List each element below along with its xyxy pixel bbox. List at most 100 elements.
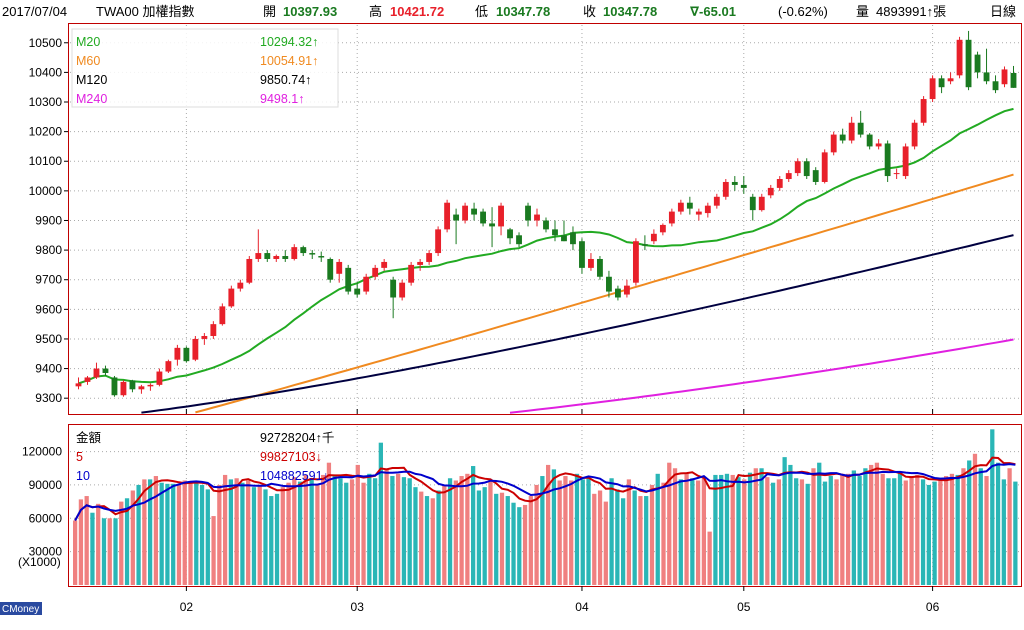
candle-body bbox=[120, 381, 127, 396]
candlestick bbox=[659, 223, 666, 236]
volume-axis: 30000 60000 90000 120000 bbox=[22, 445, 62, 559]
volume-bar bbox=[759, 468, 764, 585]
volume-bar bbox=[499, 492, 505, 585]
volume-bar bbox=[459, 476, 464, 585]
volume-bar bbox=[511, 502, 516, 585]
legend-m60-value: 10054.91↑ bbox=[260, 54, 318, 68]
candle-body bbox=[758, 196, 765, 211]
brand-badge: CMoney bbox=[0, 602, 42, 615]
legend-v5-value: 99827103↓ bbox=[260, 450, 322, 464]
volume-bar bbox=[332, 476, 337, 585]
price-tick-label: 9500 bbox=[35, 332, 62, 346]
candlestick bbox=[830, 131, 837, 156]
candle-body bbox=[695, 211, 702, 215]
ma120-line bbox=[141, 234, 1014, 414]
volume-bar bbox=[355, 464, 360, 585]
header-symbol: TWA00 加權指數 bbox=[96, 4, 194, 19]
candlesticks bbox=[75, 30, 1017, 397]
open-label: 開 bbox=[263, 4, 276, 19]
candlestick bbox=[650, 229, 657, 245]
candle-body bbox=[417, 261, 424, 265]
candle-body bbox=[228, 288, 235, 307]
volume-bar bbox=[609, 478, 614, 585]
candlestick bbox=[785, 170, 792, 182]
candle-body bbox=[992, 81, 999, 91]
volume-bar bbox=[424, 496, 430, 585]
volume-bar bbox=[315, 484, 320, 585]
candlestick bbox=[956, 36, 963, 79]
volume-bar bbox=[638, 496, 643, 585]
volume-bar bbox=[574, 473, 580, 585]
candle-body bbox=[201, 335, 208, 339]
volume-bar bbox=[678, 479, 683, 585]
volume-bar bbox=[228, 479, 234, 585]
candlestick bbox=[722, 179, 729, 200]
candlestick bbox=[776, 176, 783, 191]
candle-body bbox=[677, 202, 684, 212]
candle-body bbox=[498, 205, 504, 227]
candle-body bbox=[902, 146, 909, 177]
volume-bar bbox=[765, 477, 770, 585]
volume-bar bbox=[967, 460, 972, 585]
candle-body bbox=[983, 72, 990, 82]
volume-bar bbox=[384, 469, 389, 585]
candle-body bbox=[552, 229, 558, 236]
volume-bar bbox=[436, 490, 441, 585]
candle-body bbox=[291, 247, 298, 259]
candlestick bbox=[579, 238, 585, 274]
candle-body bbox=[848, 122, 855, 141]
volume-bar bbox=[96, 503, 101, 585]
volume-bar bbox=[626, 479, 632, 585]
volume-tick-label: 120000 bbox=[22, 445, 62, 459]
volume-bar bbox=[286, 482, 291, 585]
candlestick bbox=[93, 362, 100, 379]
volume-bar bbox=[563, 476, 568, 585]
volume-bar bbox=[932, 481, 937, 585]
volume-tick-label: 60000 bbox=[29, 511, 63, 525]
candlestick bbox=[444, 199, 451, 233]
volume-bar bbox=[915, 474, 920, 585]
candlestick bbox=[309, 250, 316, 259]
price-tick-label: 10300 bbox=[29, 95, 63, 109]
close-label: 收 bbox=[583, 4, 596, 19]
candlestick bbox=[345, 264, 352, 295]
candle-body bbox=[588, 258, 594, 268]
volume-bar bbox=[494, 493, 499, 585]
candlestick bbox=[489, 207, 495, 248]
volume-bar bbox=[73, 520, 78, 585]
candlestick bbox=[138, 384, 145, 394]
candlestick bbox=[174, 344, 181, 366]
candlestick bbox=[534, 208, 540, 227]
candlestick bbox=[426, 250, 433, 265]
volume-bar bbox=[742, 479, 747, 585]
candlestick bbox=[453, 208, 460, 245]
volume-tick-label: 90000 bbox=[29, 478, 63, 492]
price-panel-frame bbox=[68, 23, 1022, 415]
candlestick bbox=[264, 250, 271, 262]
price-tick-label: 10500 bbox=[29, 36, 63, 50]
candle-body bbox=[435, 229, 442, 254]
volume-bar bbox=[707, 531, 712, 585]
candle-body bbox=[704, 205, 711, 214]
volume-bar bbox=[159, 482, 164, 585]
volume-bar bbox=[240, 482, 245, 585]
high-value: 10421.72 bbox=[390, 4, 444, 19]
candle-body bbox=[480, 211, 486, 224]
candle-body bbox=[938, 78, 945, 88]
volume-bar bbox=[822, 481, 828, 585]
volume-bar bbox=[799, 479, 805, 585]
volume-bar bbox=[246, 480, 251, 585]
volume-bar bbox=[471, 466, 476, 585]
volume-bar bbox=[695, 480, 701, 585]
candle-body bbox=[111, 377, 118, 396]
volume-bar bbox=[522, 504, 528, 585]
candle-body bbox=[641, 244, 648, 246]
volume-bar bbox=[205, 489, 210, 585]
candle-body bbox=[381, 261, 388, 268]
volume-bar bbox=[142, 479, 147, 585]
candle-body bbox=[264, 253, 271, 259]
volume-ma5-line bbox=[74, 456, 1016, 521]
candlestick bbox=[147, 383, 154, 391]
candlestick bbox=[857, 110, 864, 138]
